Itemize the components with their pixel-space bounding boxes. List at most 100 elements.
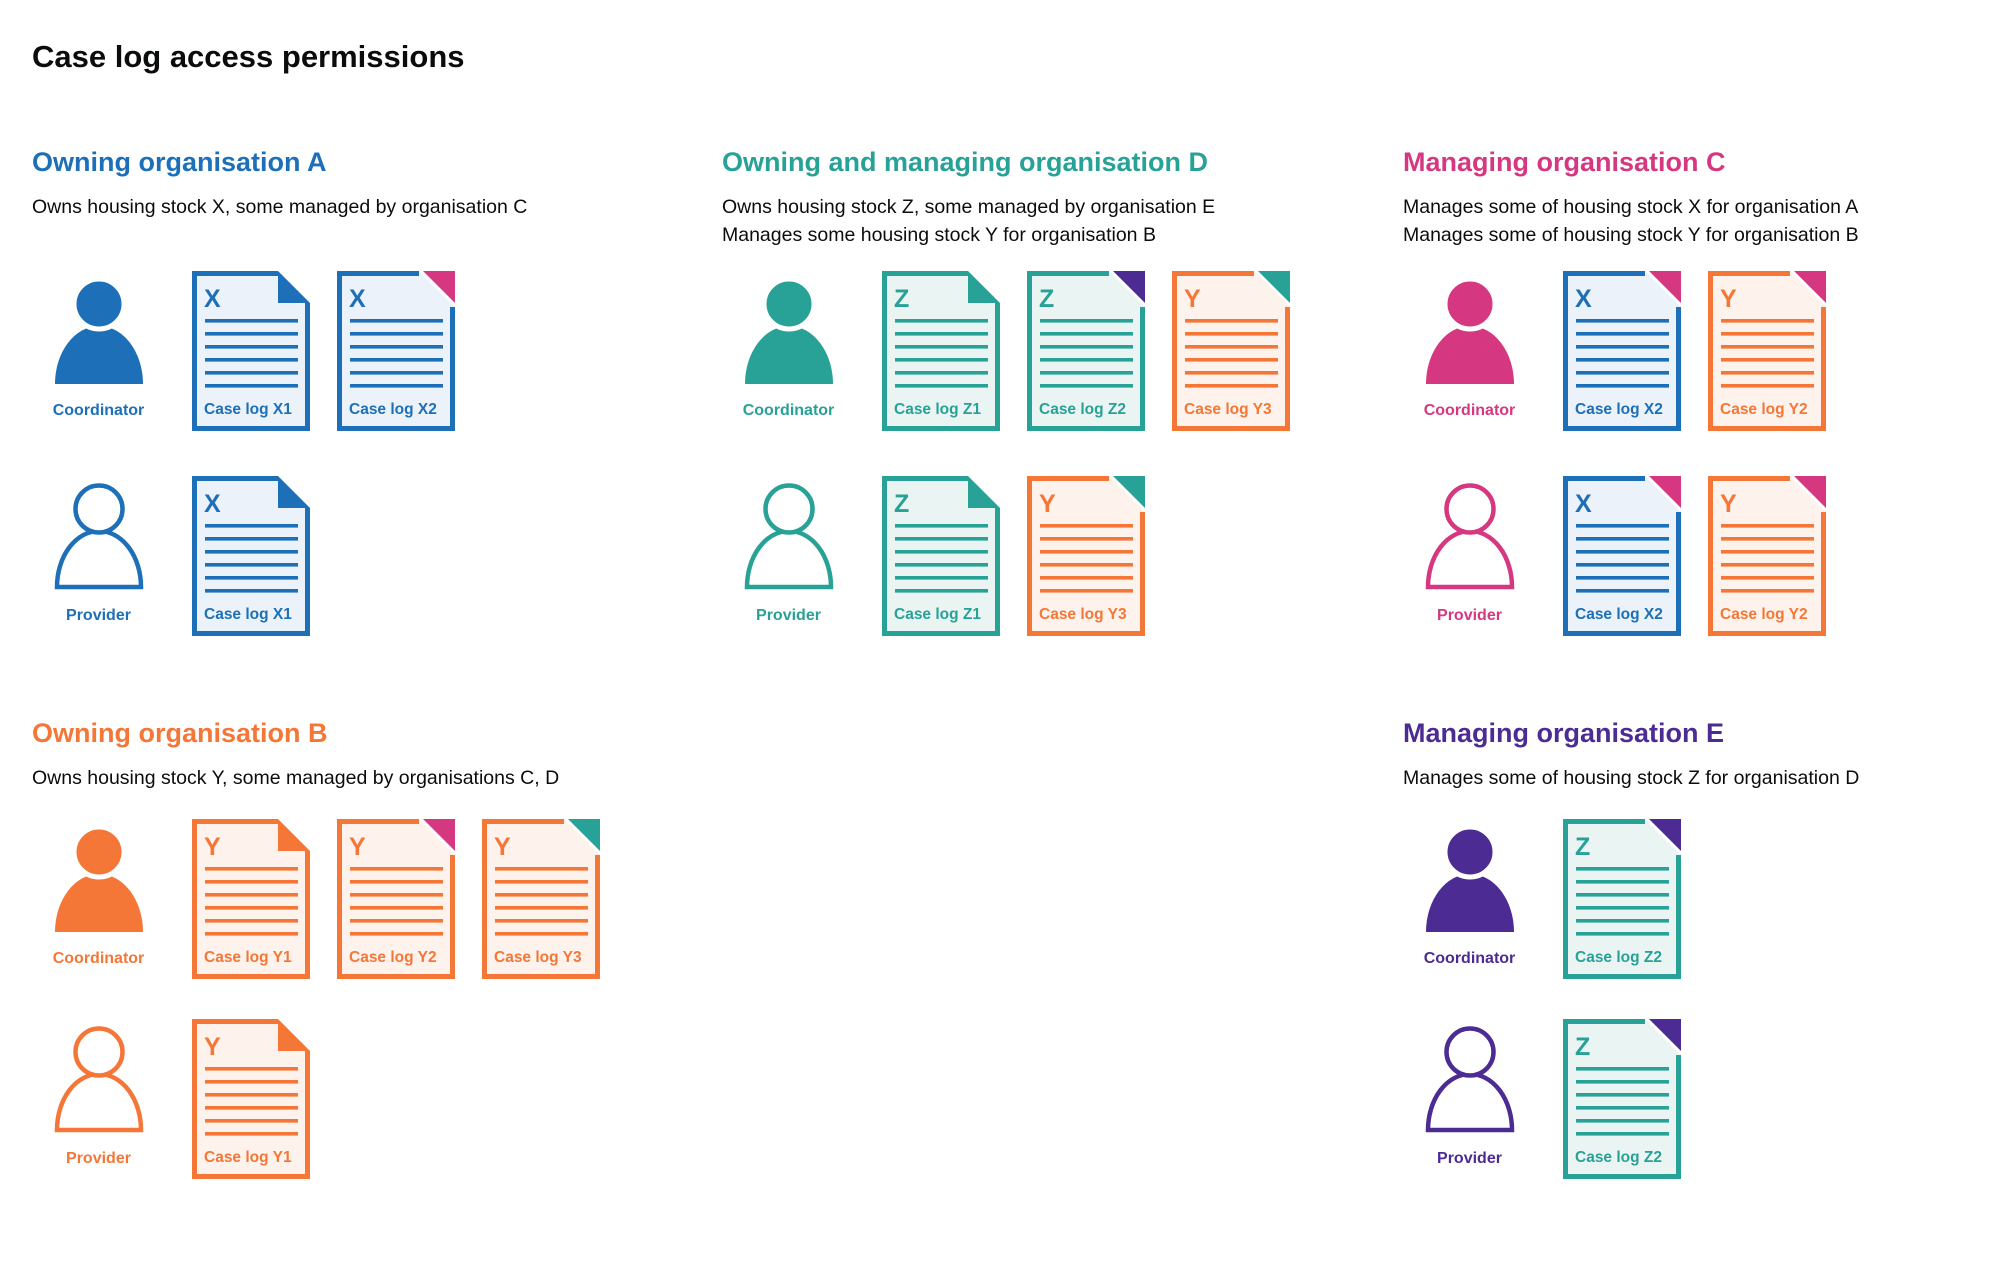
person-cell: Provider (1403, 476, 1536, 625)
case-log-doc: X Case log X2 (1563, 476, 1681, 636)
doc-text-lines (1576, 319, 1669, 388)
folded-corner (278, 476, 310, 508)
doc-label: Case log Z2 (1575, 1149, 1662, 1166)
section-description-line: Owns housing stock Y, some managed by or… (32, 767, 560, 789)
doc-letter: Y (1720, 490, 1737, 518)
doc-text-lines (895, 524, 988, 593)
provider-icon (54, 1024, 144, 1134)
case-log-doc: Z Case log Z2 (1563, 819, 1681, 979)
coordinator-row: Coordinator Y Case log Y1 Y Case log Y2 Y Case… (32, 819, 600, 979)
coordinator-icon (1425, 276, 1515, 386)
case-log-doc: Y Case log Y1 (192, 819, 310, 979)
provider-row: Provider Z Case log Z2 (1403, 1019, 1681, 1179)
folded-corner (968, 271, 1000, 303)
doc-letter: Y (1184, 285, 1201, 313)
provider-row: Provider Z Case log Z1 Y Case log Y3 (722, 476, 1145, 636)
section-description-line: Manages some of housing stock Z for orga… (1403, 767, 1860, 789)
case-log-doc: X Case log X1 (192, 271, 310, 431)
section-description: Manages some of housing stock Z for orga… (1403, 764, 2000, 792)
case-log-doc: Y Case log Y2 (1708, 271, 1826, 431)
coordinator-row: Coordinator X Case log X1 X Case log X2 (32, 271, 455, 431)
coordinator-icon (1425, 824, 1515, 934)
folded-corner (423, 819, 455, 851)
doc-svg: Y Case log Y2 (1708, 271, 1826, 431)
doc-label: Case log X1 (204, 606, 292, 623)
provider-row: Provider X Case log X2 Y Case log Y2 (1403, 476, 1826, 636)
person-cell: Coordinator (1403, 819, 1536, 968)
section-description: Manages some of housing stock X for orga… (1403, 193, 2000, 249)
doc-label: Case log Y1 (204, 949, 292, 966)
coordinator-icon (54, 276, 144, 386)
case-log-doc: Y Case log Y2 (1708, 476, 1826, 636)
case-log-doc: Z Case log Z1 (882, 271, 1000, 431)
doc-svg: Y Case log Y3 (1172, 271, 1290, 431)
doc-letter: Y (494, 833, 511, 861)
folded-corner (968, 476, 1000, 508)
doc-letter: Z (1575, 1033, 1590, 1061)
doc-text-lines (205, 867, 298, 936)
section-owning-organisation-a: Owning organisation A Owns housing stock … (32, 147, 712, 707)
doc-text-lines (205, 524, 298, 593)
doc-label: Case log Z2 (1039, 401, 1126, 418)
doc-svg: Y Case log Y2 (1708, 476, 1826, 636)
doc-letter: Z (894, 490, 909, 518)
case-log-doc: Z Case log Z2 (1563, 1019, 1681, 1179)
doc-svg: Y Case log Y2 (337, 819, 455, 979)
provider-row: Provider Y Case log Y1 (32, 1019, 310, 1179)
doc-text-lines (1576, 1067, 1669, 1136)
doc-label: Case log X2 (349, 401, 437, 418)
case-log-doc: Y Case log Y2 (337, 819, 455, 979)
doc-text-lines (205, 319, 298, 388)
folded-corner (1649, 819, 1681, 851)
provider-icon (1425, 1024, 1515, 1134)
folded-corner (1258, 271, 1290, 303)
doc-letter: X (1575, 490, 1592, 518)
role-label: Provider (66, 1150, 131, 1167)
role-label: Provider (756, 607, 821, 624)
doc-svg: X Case log X2 (337, 271, 455, 431)
section-managing-organisation-e: Managing organisation E Manages some of h… (1403, 718, 2000, 1278)
doc-label: Case log Y3 (1039, 606, 1127, 623)
doc-label: Case log Y2 (349, 949, 437, 966)
doc-text-lines (205, 1067, 298, 1136)
role-label: Coordinator (742, 402, 835, 419)
doc-letter: Y (1039, 490, 1056, 518)
doc-text-lines (350, 867, 443, 936)
role-label: Coordinator (52, 950, 145, 967)
section-owning-organisation-b: Owning organisation B Owns housing stock … (32, 718, 712, 1278)
person-cell: Provider (32, 1019, 165, 1168)
doc-label: Case log Z2 (1575, 949, 1662, 966)
folded-corner (1649, 1019, 1681, 1051)
folded-corner (278, 271, 310, 303)
person-cell: Provider (1403, 1019, 1536, 1168)
doc-text-lines (1721, 524, 1814, 593)
doc-svg: X Case log X1 (192, 476, 310, 636)
provider-icon (54, 481, 144, 591)
doc-svg: Y Case log Y3 (1027, 476, 1145, 636)
role-label: Coordinator (52, 402, 145, 419)
case-log-doc: Y Case log Y3 (1172, 271, 1290, 431)
doc-letter: Y (1720, 285, 1737, 313)
case-log-doc: X Case log X2 (337, 271, 455, 431)
section-heading: Owning organisation A (32, 147, 327, 177)
doc-svg: X Case log X1 (192, 271, 310, 431)
case-log-doc: X Case log X2 (1563, 271, 1681, 431)
case-log-doc: X Case log X1 (192, 476, 310, 636)
person-cell: Coordinator (32, 819, 165, 968)
coordinator-icon (744, 276, 834, 386)
doc-svg: Y Case log Y1 (192, 819, 310, 979)
doc-letter: Z (1575, 833, 1590, 861)
folded-corner (1113, 476, 1145, 508)
doc-svg: Z Case log Z2 (1027, 271, 1145, 431)
case-log-doc: Y Case log Y3 (1027, 476, 1145, 636)
folded-corner (278, 1019, 310, 1051)
person-cell: Provider (32, 476, 165, 625)
doc-svg: Z Case log Z1 (882, 271, 1000, 431)
doc-letter: X (349, 285, 366, 313)
section-heading: Owning organisation B (32, 718, 328, 748)
person-cell: Provider (722, 476, 855, 625)
person-cell: Coordinator (32, 271, 165, 420)
coordinator-icon (54, 824, 144, 934)
doc-label: Case log X1 (204, 401, 292, 418)
